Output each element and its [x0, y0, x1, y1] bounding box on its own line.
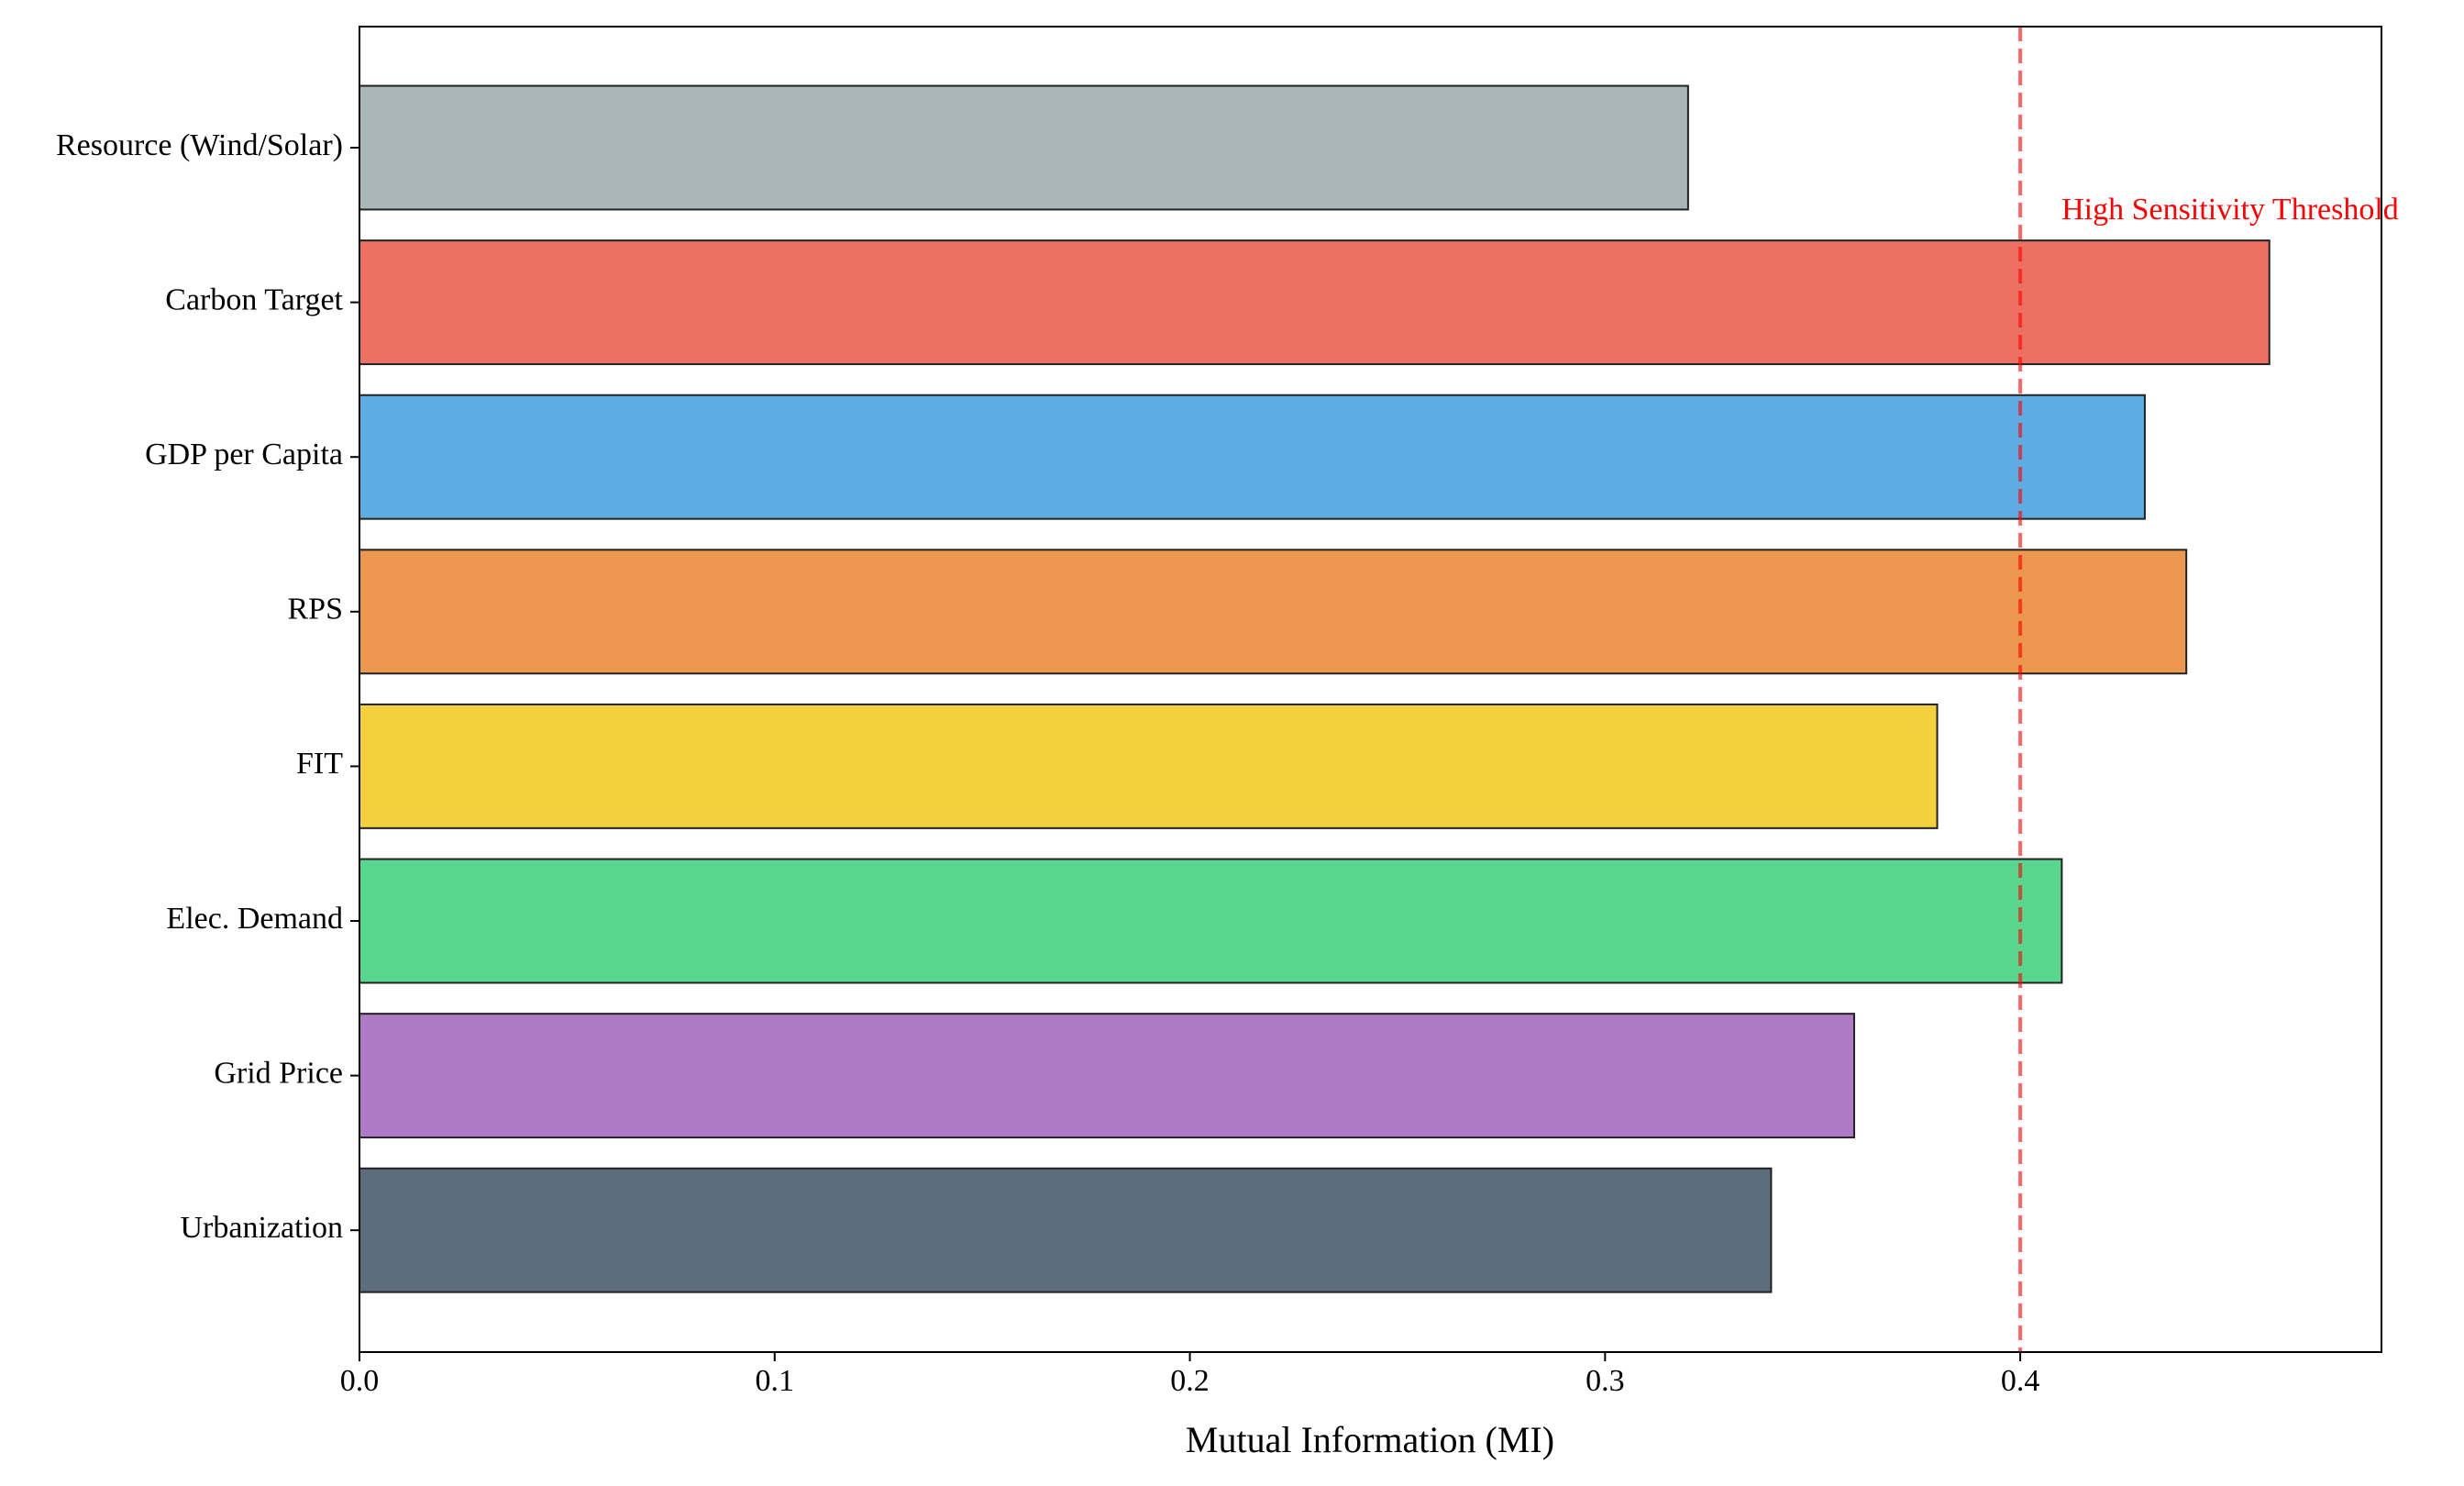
y-tick-label: Urbanization [181, 1211, 344, 1245]
bar [359, 703, 1939, 829]
threshold-label: High Sensitivity Threshold [2061, 193, 2399, 227]
y-tick-label: Elec. Demand [166, 902, 343, 936]
bar [359, 84, 1689, 211]
y-tick-label: Resource (Wind/Solar) [56, 128, 343, 162]
x-tick-label: 0.2 [1170, 1364, 1210, 1398]
x-tick-label: 0.1 [756, 1364, 795, 1398]
bar [359, 549, 2188, 675]
x-axis-label: Mutual Information (MI) [1186, 1419, 1554, 1460]
y-tick-label: Carbon Target [165, 283, 343, 316]
x-tick-label: 0.0 [340, 1364, 380, 1398]
bar [359, 858, 2063, 984]
bar [359, 1167, 1773, 1293]
x-tick-label: 0.3 [1586, 1364, 1625, 1398]
y-tick-label: Grid Price [214, 1056, 343, 1090]
y-tick-label: RPS [288, 593, 344, 627]
bar [359, 1013, 1855, 1139]
x-tick-label: 0.4 [2001, 1364, 2040, 1398]
bar [359, 239, 2271, 366]
y-tick-label: GDP per Capita [145, 438, 343, 471]
bar [359, 394, 2146, 520]
y-tick-label: FIT [296, 747, 343, 781]
plot-frame [359, 26, 2382, 1353]
